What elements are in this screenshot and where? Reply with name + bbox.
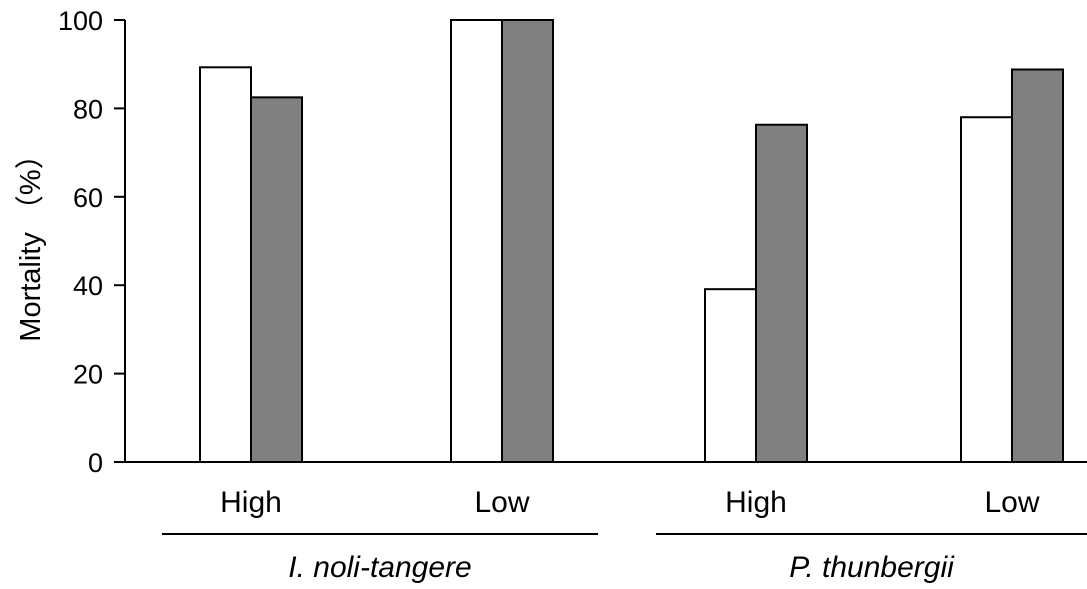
y-tick-label: 20 <box>73 360 103 390</box>
y-tick-label: 0 <box>88 448 103 478</box>
bar-white <box>199 66 252 463</box>
y-axis-label: Mortality （%） <box>15 140 47 341</box>
group-labels: I. noli-tangere P. thunbergii <box>162 533 1087 584</box>
group-label: I. noli-tangere <box>288 551 471 584</box>
y-tick-label: 60 <box>73 183 103 213</box>
group-label: P. thunbergii <box>789 551 955 584</box>
y-tick-label: 80 <box>73 94 103 124</box>
y-tick-label: 100 <box>58 6 103 36</box>
bar-gray <box>501 19 554 463</box>
y-tick-label: 40 <box>73 271 103 301</box>
y-axis-ticks: 0 20 40 60 80 100 <box>58 6 125 478</box>
category-label: High <box>725 486 787 519</box>
category-label: High <box>220 486 282 519</box>
bars <box>199 19 1064 464</box>
bar-white <box>960 116 1013 464</box>
bar-gray <box>250 96 303 463</box>
category-label: Low <box>474 486 529 519</box>
bar-white <box>704 288 757 464</box>
category-labels: High Low High Low <box>220 486 1040 519</box>
category-label: Low <box>984 486 1039 519</box>
bar-gray <box>1011 68 1064 463</box>
bar-white <box>450 19 503 463</box>
bar-gray <box>755 123 808 463</box>
